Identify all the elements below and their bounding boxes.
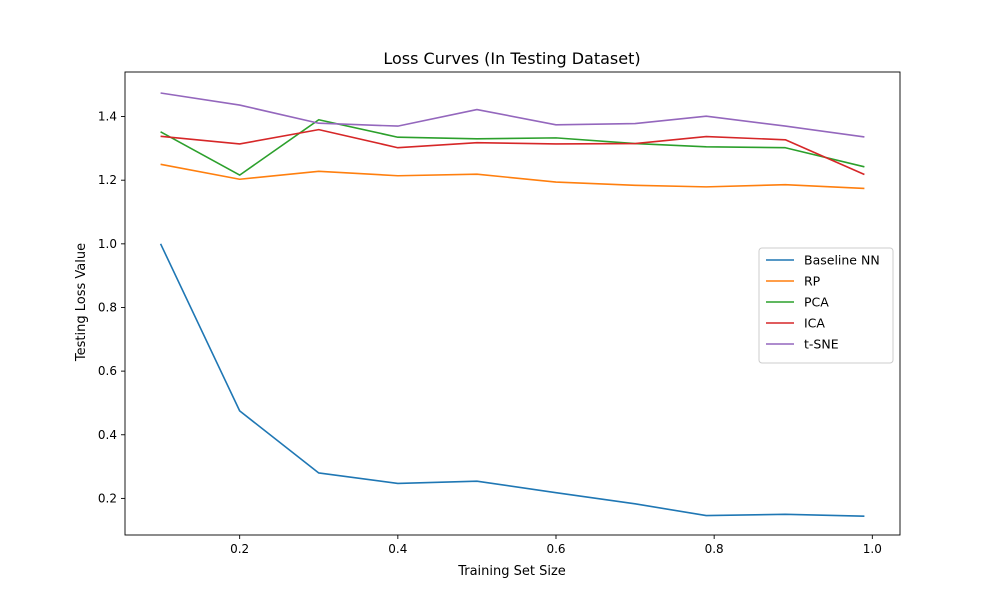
axes-frame <box>124 71 901 536</box>
x-tick-label-0: 0.2 <box>230 542 249 556</box>
legend-label-2: PCA <box>804 295 829 310</box>
y-tick-label-4: 1.0 <box>98 237 117 251</box>
x-tick-label-4: 1.0 <box>863 542 882 556</box>
y-tick-label-3: 0.8 <box>98 300 117 314</box>
y-axis-label: Testing Loss Value <box>74 243 89 362</box>
y-tick-label-1: 0.4 <box>98 428 117 442</box>
x-tick-label-1: 0.4 <box>388 542 407 556</box>
series-line-2 <box>160 118 865 176</box>
y-tick-label-6: 1.4 <box>98 110 117 124</box>
series-line-0 <box>159 243 865 518</box>
plot-area: 0.2 0.4 0.6 0.8 1.0 0.2 0.4 0.6 0.8 1.0 1.2 1.4 <box>98 71 901 556</box>
legend-label-1: RP <box>804 274 821 289</box>
x-tick-label-2: 0.6 <box>546 542 565 556</box>
legend: Baseline NN RP PCA ICA t-SNE <box>758 247 894 364</box>
x-tick-label-3: 0.8 <box>705 542 724 556</box>
x-axis-label: Training Set Size <box>457 564 566 579</box>
chart-title: Loss Curves (In Testing Dataset) <box>383 49 640 68</box>
legend-label-4: t-SNE <box>804 337 839 352</box>
legend-label-0: Baseline NN <box>804 253 880 268</box>
series-line-4 <box>160 92 865 138</box>
legend-label-3: ICA <box>804 316 825 331</box>
series-line-1 <box>160 163 865 190</box>
series-line-3 <box>160 128 865 176</box>
y-tick-label-2: 0.6 <box>98 364 117 378</box>
y-tick-label-0: 0.2 <box>98 491 117 505</box>
legend-box <box>758 247 894 364</box>
y-tick-label-5: 1.2 <box>98 173 117 187</box>
